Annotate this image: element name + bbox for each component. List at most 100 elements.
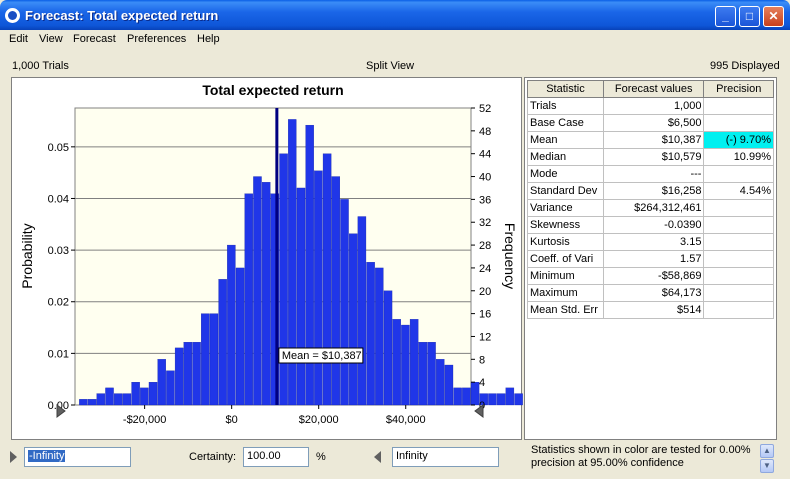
menu-forecast[interactable]: Forecast [73,33,116,45]
table-row[interactable]: Median $10,579 10.99% [527,148,774,166]
histogram-bar [235,267,245,406]
stat-label: Standard Dev [527,182,604,200]
histogram-bar [122,393,132,406]
table-row[interactable]: Variance $264,312,461 [527,199,774,217]
maximize-icon[interactable]: □ [739,6,760,27]
title-bar[interactable]: Forecast: Total expected return _ □ ✕ [0,0,790,30]
stat-precision [703,233,774,251]
statistics-panel: Statistic Forecast values Precision Tria… [524,77,777,440]
histogram-bar [340,199,349,406]
stat-value: $16,258 [602,182,705,200]
y-tick-label: 0.04 [48,193,69,205]
histogram-bar [357,216,367,406]
stat-label: Maximum [527,284,604,302]
table-row[interactable]: Mean Std. Err $514 [527,301,774,319]
stat-label: Mean [527,131,604,149]
histogram-bar [96,393,106,406]
stat-precision: 10.99% [703,148,774,166]
stat-value: $514 [602,301,705,319]
stat-value: $64,173 [602,284,705,302]
displayed-count: 995 Displayed [710,60,780,72]
stat-value: $10,579 [602,148,705,166]
table-row[interactable]: Mean $10,387 (-) 9.70% [527,131,774,149]
menu-view[interactable]: View [39,33,63,45]
percent-label: % [316,451,326,463]
table-row[interactable]: Standard Dev $16,258 4.54% [527,182,774,200]
histogram-bar [244,193,253,406]
left-certainty-input[interactable]: -Infinity [24,447,131,467]
stat-precision: (-) 9.70% [703,131,774,149]
menu-preferences[interactable]: Preferences [127,33,187,45]
right-grabber-icon[interactable] [474,404,484,418]
y-axis-label: Probability [19,223,35,288]
y2-tick-label: 32 [479,217,491,229]
y2-tick-label: 20 [479,286,491,298]
stat-label: Trials [527,97,604,115]
stat-label: Minimum [527,267,604,285]
histogram-bar [444,364,454,406]
menu-help[interactable]: Help [197,33,220,45]
certainty-label: Certainty: [189,451,237,463]
histogram-bar [488,393,497,406]
scroll-up-icon[interactable]: ▲ [760,444,774,458]
x-tick-label: $40,000 [386,414,426,426]
histogram-bar [148,382,158,406]
table-row[interactable]: Base Case $6,500 [527,114,774,132]
precision-note: Statistics shown in color are tested for… [531,444,751,469]
histogram-bar [105,387,114,406]
left-certainty-value: -Infinity [28,450,66,462]
stat-precision [703,267,774,285]
header-forecast-values[interactable]: Forecast values [602,80,705,98]
right-certainty-input[interactable]: Infinity [392,447,499,467]
stat-precision [703,165,774,183]
histogram-bar [331,176,341,406]
menu-edit[interactable]: Edit [9,33,28,45]
histogram-bar [227,244,236,406]
histogram-bar [349,233,358,406]
minimize-icon[interactable]: _ [715,6,736,27]
chart-title: Total expected return [202,82,343,98]
crystal-ball-app-icon[interactable] [5,8,20,23]
y2-tick-label: 28 [479,240,491,252]
stat-label: Variance [527,199,604,217]
histogram-bar [314,170,323,406]
table-row[interactable]: Coeff. of Vari 1.57 [527,250,774,268]
histogram-bar [453,387,462,406]
histogram-bar [174,347,184,406]
table-row[interactable]: Minimum -$58,869 [527,267,774,285]
chart-panel: Total expected return 0.000.010.020.030.… [11,77,523,440]
histogram-bar [79,399,88,406]
stat-label: Kurtosis [527,233,604,251]
x-tick-label: $20,000 [299,414,339,426]
histogram-bar [288,119,297,406]
scroll-down-icon[interactable]: ▼ [760,459,774,473]
y2-tick-label: 44 [479,149,491,161]
table-row[interactable]: Maximum $64,173 [527,284,774,302]
mean-label: Mean = $10,387 [278,347,364,364]
left-grabber-icon[interactable] [56,404,66,418]
histogram-bar [401,324,410,406]
header-statistic[interactable]: Statistic [527,80,604,98]
stat-label: Median [527,148,604,166]
header-precision[interactable]: Precision [703,80,774,98]
histogram-bar [418,342,428,406]
stat-value: 1,000 [602,97,705,115]
stat-label: Skewness [527,216,604,234]
right-arrow-icon[interactable] [374,451,381,463]
histogram-bar [192,342,201,406]
histogram-bar [218,279,227,406]
table-row[interactable]: Mode --- [527,165,774,183]
histogram-bar [470,382,480,406]
table-row[interactable]: Kurtosis 3.15 [527,233,774,251]
y-tick-label: 0.01 [48,348,69,360]
left-arrow-icon[interactable] [10,451,17,463]
stat-precision [703,301,774,319]
close-icon[interactable]: ✕ [763,6,784,27]
table-row[interactable]: Skewness -0.0390 [527,216,774,234]
certainty-input[interactable]: 100.00 [243,447,309,467]
table-row[interactable]: Trials 1,000 [527,97,774,115]
histogram-bar [392,319,401,406]
y2-tick-label: 48 [479,126,491,138]
y2-tick-label: 4 [479,377,485,389]
stat-precision [703,250,774,268]
